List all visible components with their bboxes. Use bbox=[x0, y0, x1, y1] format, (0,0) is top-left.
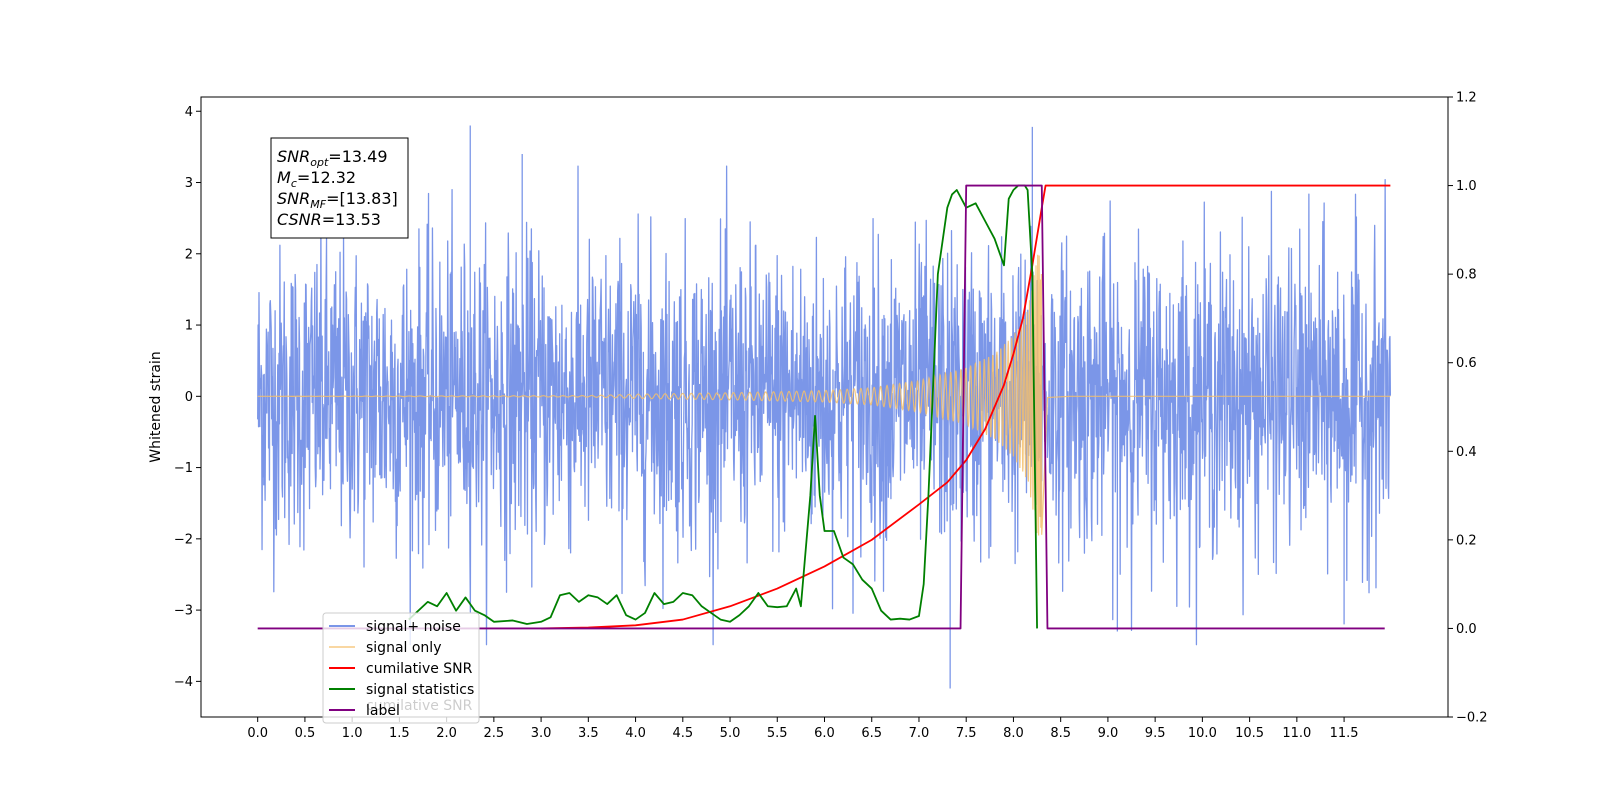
x-tick-label: 4.5 bbox=[672, 726, 693, 741]
series-signal-only-line bbox=[257, 254, 1391, 536]
x-tick-label: 2.5 bbox=[484, 726, 505, 741]
left-y-axis: −4 −3 −2 −1 0 1 2 3 4 bbox=[174, 105, 201, 690]
info-box: SNRopt=13.49 Mc=12.32 SNRMF=[13.83] CSNR=13… bbox=[270, 137, 409, 239]
info-box-frame bbox=[270, 137, 409, 239]
info-box-lines: SNRopt=13.49 Mc=12.32 SNRMF=[13.83] CSNR=13… bbox=[277, 147, 398, 229]
x-tick-label: 3.5 bbox=[578, 726, 599, 741]
x-tick-label: 10.5 bbox=[1235, 726, 1264, 741]
x-tick-label: 1.5 bbox=[389, 726, 410, 741]
x-tick-label: 7.0 bbox=[909, 726, 930, 741]
x-tick-label: 6.5 bbox=[861, 726, 882, 741]
x-tick-label: 9.0 bbox=[1098, 726, 1119, 741]
legend-label: label bbox=[366, 703, 400, 719]
series-layer bbox=[257, 125, 1392, 689]
info-line-symbol: SNR bbox=[277, 189, 310, 208]
x-axis: 0.0 0.5 1.0 1.5 2.0 2.5 3.0 3.5 4.0 4.5 5.0 5.5 6.0 6… bbox=[247, 717, 1359, 741]
x-tick-label: 1.0 bbox=[342, 726, 363, 741]
left-y-tick-label: −1 bbox=[174, 461, 193, 476]
x-tick-label: 8.5 bbox=[1050, 726, 1071, 741]
legend: cumilative SNR signal+ noise signal only cu… bbox=[322, 612, 480, 724]
series-signal-statistics-line bbox=[408, 184, 1038, 629]
legend-label: cumilative SNR bbox=[366, 661, 473, 677]
x-tick-label: 11.5 bbox=[1330, 726, 1359, 741]
x-tick-label: 2.0 bbox=[436, 726, 457, 741]
info-line-subscript: opt bbox=[310, 156, 329, 169]
info-line-symbol: SNR bbox=[277, 147, 310, 166]
x-tick-label: 5.0 bbox=[720, 726, 741, 741]
x-tick-label: 0.0 bbox=[247, 726, 268, 741]
legend-label: signal only bbox=[366, 640, 441, 656]
right-y-tick-label: −0.2 bbox=[1456, 711, 1488, 726]
x-tick-label: 7.5 bbox=[956, 726, 977, 741]
right-y-axis: −0.2 0.0 0.2 0.4 0.6 0.8 1.0 1.2 bbox=[1448, 91, 1488, 726]
series-label-line bbox=[257, 184, 1385, 630]
legend-frame bbox=[322, 612, 480, 724]
right-y-tick-label: 0.6 bbox=[1456, 356, 1477, 371]
right-y-tick-label: 0.4 bbox=[1456, 445, 1477, 460]
right-y-tick-label: 1.2 bbox=[1456, 91, 1477, 106]
left-y-tick-label: 4 bbox=[185, 105, 193, 120]
left-y-tick-label: −2 bbox=[174, 532, 193, 547]
info-line-symbol: CSNR bbox=[277, 210, 322, 229]
info-line-value: =12.32 bbox=[297, 168, 356, 187]
left-y-tick-label: 2 bbox=[185, 247, 193, 262]
left-y-tick-label: −4 bbox=[174, 675, 193, 690]
x-tick-label: 6.0 bbox=[814, 726, 835, 741]
left-y-tick-label: −3 bbox=[174, 604, 193, 619]
x-tick-label: 10.0 bbox=[1188, 726, 1217, 741]
x-tick-label: 9.5 bbox=[1145, 726, 1166, 741]
right-y-tick-label: 0.2 bbox=[1456, 533, 1477, 548]
y-axis-label: Whitened strain bbox=[148, 351, 164, 462]
left-y-tick-label: 1 bbox=[185, 319, 193, 334]
x-tick-label: 8.0 bbox=[1003, 726, 1024, 741]
left-y-tick-label: 0 bbox=[185, 390, 193, 405]
legend-label: signal statistics bbox=[366, 682, 474, 698]
x-tick-label: 11.0 bbox=[1282, 726, 1311, 741]
right-y-tick-label: 0.8 bbox=[1456, 268, 1477, 283]
info-line-value: =13.53 bbox=[322, 210, 381, 229]
info-line-symbol: M bbox=[277, 168, 291, 187]
info-line-value: =[13.83] bbox=[326, 189, 398, 208]
left-y-tick-label: 3 bbox=[185, 176, 193, 191]
right-y-tick-label: 1.0 bbox=[1456, 179, 1477, 194]
info-line-subscript: c bbox=[291, 177, 297, 190]
x-tick-label: 4.0 bbox=[625, 726, 646, 741]
legend-label: signal+ noise bbox=[366, 619, 461, 635]
x-tick-label: 0.5 bbox=[295, 726, 316, 741]
x-tick-label: 3.0 bbox=[531, 726, 552, 741]
x-tick-label: 5.5 bbox=[767, 726, 788, 741]
info-line-subscript: MF bbox=[310, 198, 326, 211]
right-y-tick-label: 0.0 bbox=[1456, 622, 1477, 637]
legend-overlapped-text: cumilative SNR bbox=[366, 698, 473, 714]
info-line-value: =13.49 bbox=[328, 147, 387, 166]
